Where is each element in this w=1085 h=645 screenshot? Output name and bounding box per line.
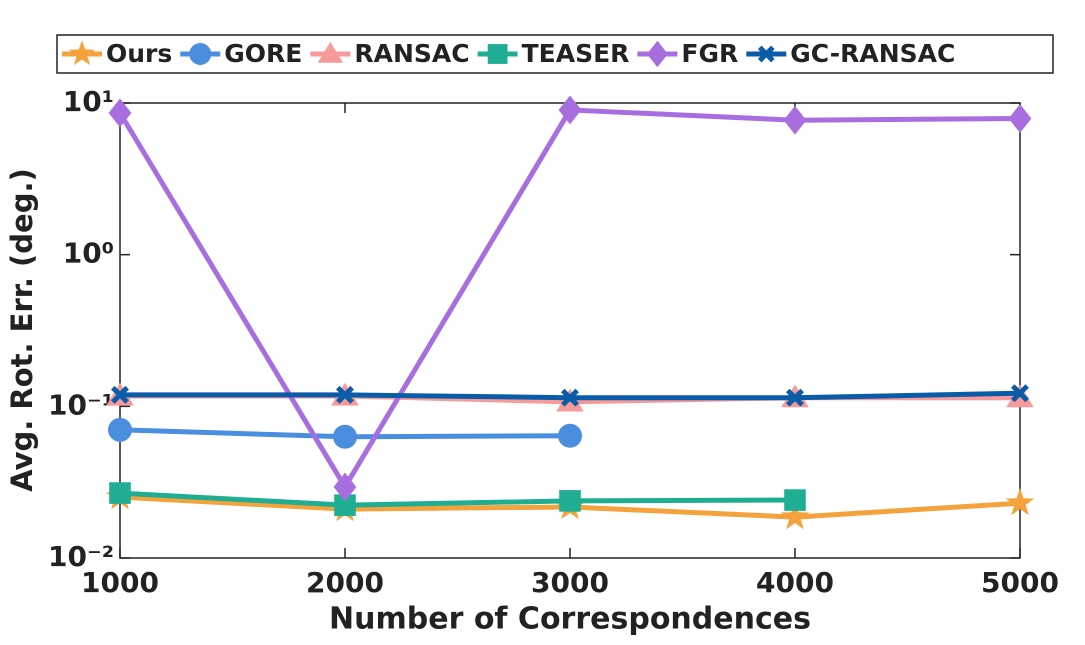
legend-label: RANSAC — [354, 39, 469, 68]
marker — [109, 482, 131, 504]
x-axis-label: Number of Correspondences — [329, 602, 811, 637]
marker — [333, 424, 357, 449]
legend-marker — [487, 44, 508, 64]
legend-label: GORE — [224, 39, 302, 68]
marker — [108, 98, 132, 128]
legend-label: Ours — [106, 39, 172, 68]
legend-box — [56, 34, 1054, 74]
marker — [334, 494, 356, 516]
legend-marker — [757, 45, 775, 63]
marker — [1005, 488, 1035, 516]
legend-marker — [317, 41, 344, 63]
marker — [333, 472, 357, 502]
marker — [559, 490, 581, 512]
marker — [786, 388, 804, 407]
series-line — [119, 490, 796, 508]
y-tick-label: 10⁰ — [63, 237, 114, 270]
x-tick-label: 5000 — [981, 566, 1059, 599]
marker — [1011, 384, 1029, 403]
y-tick-label: 10¹ — [63, 85, 114, 118]
legend-marker — [189, 43, 212, 65]
x-tick-label: 3000 — [531, 566, 609, 599]
marker — [1008, 104, 1032, 133]
marker — [558, 423, 582, 448]
legend-marker — [68, 40, 96, 66]
marker — [783, 105, 807, 135]
y-axis-label: Avg. Rot. Err. (deg.) — [5, 168, 39, 492]
x-tick-label: 1000 — [81, 566, 159, 599]
marker — [784, 489, 806, 511]
y-tick-label: 10⁻² — [48, 540, 114, 573]
legend-label: GC-RANSAC — [790, 39, 955, 68]
marker — [111, 385, 129, 404]
legend-label: FGR — [681, 39, 738, 68]
legend-marker — [646, 40, 668, 68]
x-tick-label: 4000 — [756, 566, 834, 599]
y-tick-label: 10⁻¹ — [48, 388, 114, 421]
marker — [561, 388, 579, 407]
legend-label: TEASER — [522, 39, 630, 68]
plot-frame — [119, 102, 1021, 559]
x-tick-label: 2000 — [306, 566, 384, 599]
marker — [108, 417, 132, 442]
marker — [336, 385, 354, 404]
marker — [780, 502, 810, 530]
marker — [558, 95, 582, 125]
